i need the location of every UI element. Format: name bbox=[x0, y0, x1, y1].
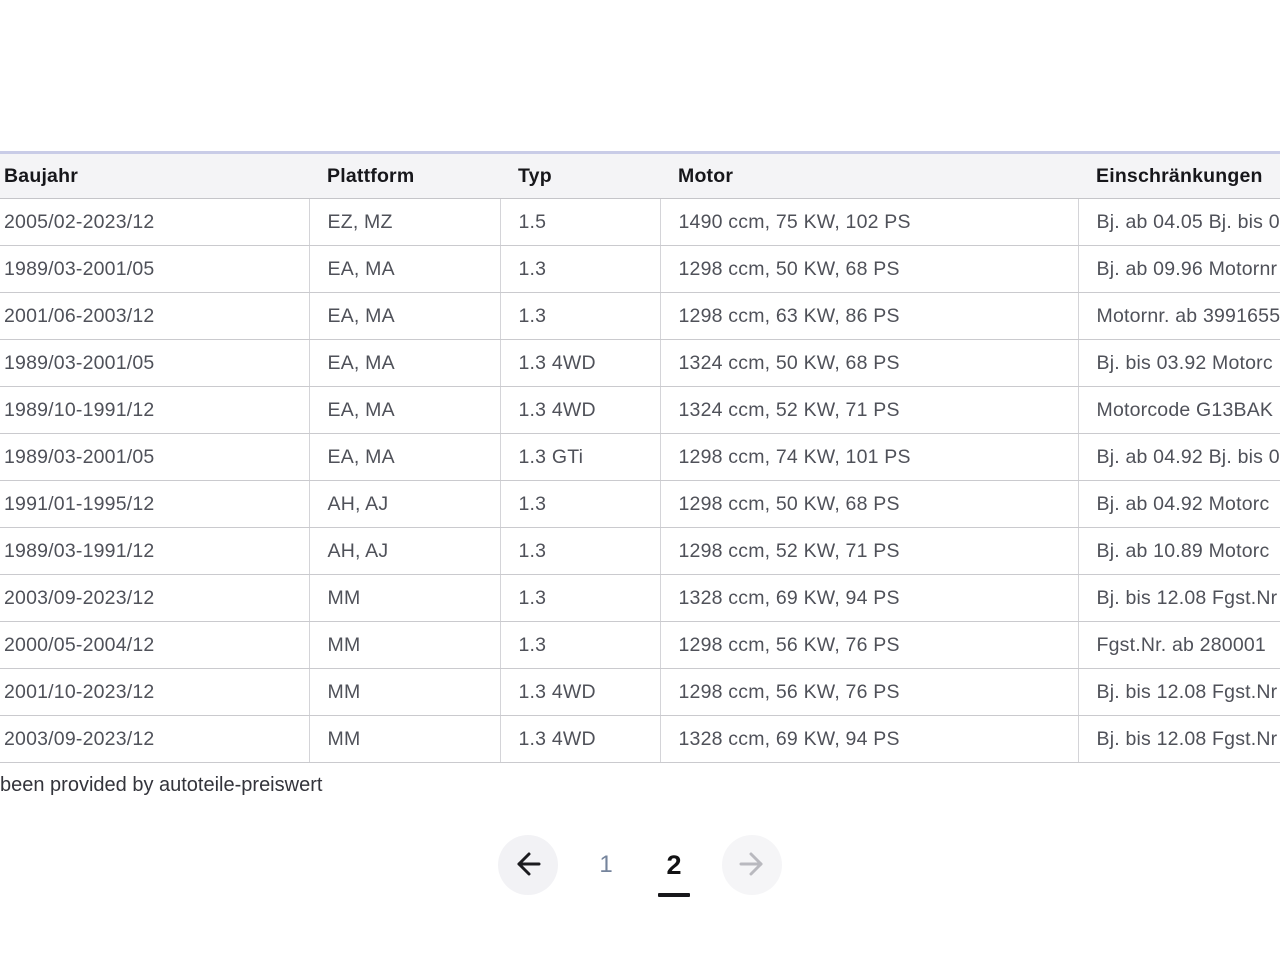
compatibility-table: Baujahr Plattform Typ Motor Einschränkun… bbox=[0, 151, 1280, 763]
table-row: 2003/09-2023/12 MM 1.3 4WD 1328 ccm, 69 KW,… bbox=[0, 715, 1280, 763]
cell-typ: 1.3 4WD bbox=[499, 715, 660, 763]
cell-typ: 1.3 bbox=[499, 292, 660, 340]
cell-baujahr: 2003/09-2023/12 bbox=[0, 715, 309, 763]
cell-baujahr: 2005/02-2023/12 bbox=[0, 198, 309, 246]
table-row: 2001/06-2003/12 EA, MA 1.3 1298 ccm, 63 KW,… bbox=[0, 292, 1280, 340]
table-row: 2001/10-2023/12 MM 1.3 4WD 1298 ccm, 56 KW,… bbox=[0, 668, 1280, 716]
cell-baujahr: 2000/05-2004/12 bbox=[0, 621, 309, 669]
cell-typ: 1.3 bbox=[499, 621, 660, 669]
page-2-button[interactable]: 2 bbox=[654, 835, 694, 897]
cell-einschraenkungen: Bj. bis 03.92 Motorc bbox=[1077, 339, 1280, 387]
cell-einschraenkungen: Bj. ab 04.05 Bj. bis 0 bbox=[1077, 198, 1280, 246]
cell-plattform: MM bbox=[308, 668, 500, 716]
arrow-left-icon bbox=[513, 849, 543, 882]
table-row: 1989/10-1991/12 EA, MA 1.3 4WD 1324 ccm, 52… bbox=[0, 386, 1280, 434]
cell-plattform: AH, AJ bbox=[308, 480, 500, 528]
cell-motor: 1298 ccm, 56 KW, 76 PS bbox=[659, 668, 1078, 716]
cell-baujahr: 1989/03-2001/05 bbox=[0, 433, 309, 481]
next-page-button[interactable] bbox=[722, 835, 782, 895]
cell-motor: 1328 ccm, 69 KW, 94 PS bbox=[659, 715, 1078, 763]
cell-einschraenkungen: Bj. ab 04.92 Motorc bbox=[1077, 480, 1280, 528]
table-row: 1989/03-2001/05 EA, MA 1.3 1298 ccm, 50 KW,… bbox=[0, 245, 1280, 293]
cell-einschraenkungen: Bj. ab 10.89 Motorc bbox=[1077, 527, 1280, 575]
cell-typ: 1.3 bbox=[499, 574, 660, 622]
cell-motor: 1324 ccm, 52 KW, 71 PS bbox=[659, 386, 1078, 434]
cell-baujahr: 2001/06-2003/12 bbox=[0, 292, 309, 340]
cell-einschraenkungen: Bj. bis 12.08 Fgst.Nr bbox=[1077, 574, 1280, 622]
arrow-right-icon bbox=[737, 849, 767, 882]
cell-typ: 1.3 bbox=[499, 527, 660, 575]
cell-typ: 1.3 bbox=[499, 480, 660, 528]
table-row: 2005/02-2023/12 EZ, MZ 1.5 1490 ccm, 75 KW,… bbox=[0, 198, 1280, 246]
cell-einschraenkungen: Motorcode G13BAK bbox=[1077, 386, 1280, 434]
table-row: 1989/03-2001/05 EA, MA 1.3 4WD 1324 ccm, 50… bbox=[0, 339, 1280, 387]
column-header-plattform: Plattform bbox=[309, 151, 500, 199]
cell-motor: 1298 ccm, 63 KW, 86 PS bbox=[659, 292, 1078, 340]
cell-plattform: EA, MA bbox=[308, 433, 500, 481]
table-row: 1989/03-2001/05 EA, MA 1.3 GTi 1298 ccm, 74… bbox=[0, 433, 1280, 481]
cell-plattform: EZ, MZ bbox=[308, 198, 500, 246]
cell-plattform: MM bbox=[308, 574, 500, 622]
cell-plattform: EA, MA bbox=[308, 292, 500, 340]
cell-typ: 1.3 bbox=[499, 245, 660, 293]
page-1-button[interactable]: 1 bbox=[586, 835, 626, 895]
data-attribution-text: been provided by autoteile-preiswert bbox=[0, 774, 323, 796]
cell-baujahr: 2003/09-2023/12 bbox=[0, 574, 309, 622]
previous-page-button[interactable] bbox=[498, 835, 558, 895]
cell-plattform: MM bbox=[308, 715, 500, 763]
page-2-label: 2 bbox=[666, 849, 682, 880]
table-header-row: Baujahr Plattform Typ Motor Einschränkun… bbox=[0, 151, 1280, 199]
cell-baujahr: 1989/03-1991/12 bbox=[0, 527, 309, 575]
table-header: Baujahr Plattform Typ Motor Einschränkun… bbox=[0, 151, 1280, 199]
cell-einschraenkungen: Motornr. ab 3991655 bbox=[1077, 292, 1280, 340]
cell-plattform: EA, MA bbox=[308, 339, 500, 387]
cell-typ: 1.5 bbox=[499, 198, 660, 246]
cell-baujahr: 1989/03-2001/05 bbox=[0, 245, 309, 293]
cell-motor: 1298 ccm, 74 KW, 101 PS bbox=[659, 433, 1078, 481]
cell-einschraenkungen: Bj. bis 12.08 Fgst.Nr bbox=[1077, 715, 1280, 763]
cell-motor: 1298 ccm, 56 KW, 76 PS bbox=[659, 621, 1078, 669]
cell-typ: 1.3 4WD bbox=[499, 339, 660, 387]
cell-einschraenkungen: Fgst.Nr. ab 280001 bbox=[1077, 621, 1280, 669]
cell-plattform: MM bbox=[308, 621, 500, 669]
table-body: 2005/02-2023/12 EZ, MZ 1.5 1490 ccm, 75 KW,… bbox=[0, 198, 1280, 763]
cell-typ: 1.3 4WD bbox=[499, 386, 660, 434]
table-row: 1991/01-1995/12 AH, AJ 1.3 1298 ccm, 50 KW,… bbox=[0, 480, 1280, 528]
cell-motor: 1324 ccm, 50 KW, 68 PS bbox=[659, 339, 1078, 387]
active-page-underline bbox=[658, 893, 690, 897]
column-header-typ: Typ bbox=[500, 151, 660, 199]
cell-motor: 1298 ccm, 52 KW, 71 PS bbox=[659, 527, 1078, 575]
cell-einschraenkungen: Bj. ab 04.92 Bj. bis 0 bbox=[1077, 433, 1280, 481]
pagination: 1 2 bbox=[0, 833, 1280, 897]
cell-plattform: EA, MA bbox=[308, 386, 500, 434]
cell-einschraenkungen: Bj. ab 09.96 Motornr bbox=[1077, 245, 1280, 293]
cell-typ: 1.3 GTi bbox=[499, 433, 660, 481]
cell-baujahr: 2001/10-2023/12 bbox=[0, 668, 309, 716]
cell-baujahr: 1991/01-1995/12 bbox=[0, 480, 309, 528]
cell-motor: 1298 ccm, 50 KW, 68 PS bbox=[659, 245, 1078, 293]
cell-plattform: EA, MA bbox=[308, 245, 500, 293]
cell-einschraenkungen: Bj. bis 12.08 Fgst.Nr bbox=[1077, 668, 1280, 716]
table-row: 1989/03-1991/12 AH, AJ 1.3 1298 ccm, 52 KW,… bbox=[0, 527, 1280, 575]
cell-motor: 1490 ccm, 75 KW, 102 PS bbox=[659, 198, 1078, 246]
cell-typ: 1.3 4WD bbox=[499, 668, 660, 716]
cell-baujahr: 1989/10-1991/12 bbox=[0, 386, 309, 434]
column-header-einschraenkungen: Einschränkungen bbox=[1078, 151, 1280, 199]
compatibility-table-container: Baujahr Plattform Typ Motor Einschränkun… bbox=[0, 151, 1280, 763]
table-row: 2003/09-2023/12 MM 1.3 1328 ccm, 69 KW, 94 … bbox=[0, 574, 1280, 622]
cell-motor: 1328 ccm, 69 KW, 94 PS bbox=[659, 574, 1078, 622]
cell-motor: 1298 ccm, 50 KW, 68 PS bbox=[659, 480, 1078, 528]
column-header-baujahr: Baujahr bbox=[0, 151, 309, 199]
cell-baujahr: 1989/03-2001/05 bbox=[0, 339, 309, 387]
column-header-motor: Motor bbox=[660, 151, 1078, 199]
cell-plattform: AH, AJ bbox=[308, 527, 500, 575]
table-row: 2000/05-2004/12 MM 1.3 1298 ccm, 56 KW, 76 … bbox=[0, 621, 1280, 669]
